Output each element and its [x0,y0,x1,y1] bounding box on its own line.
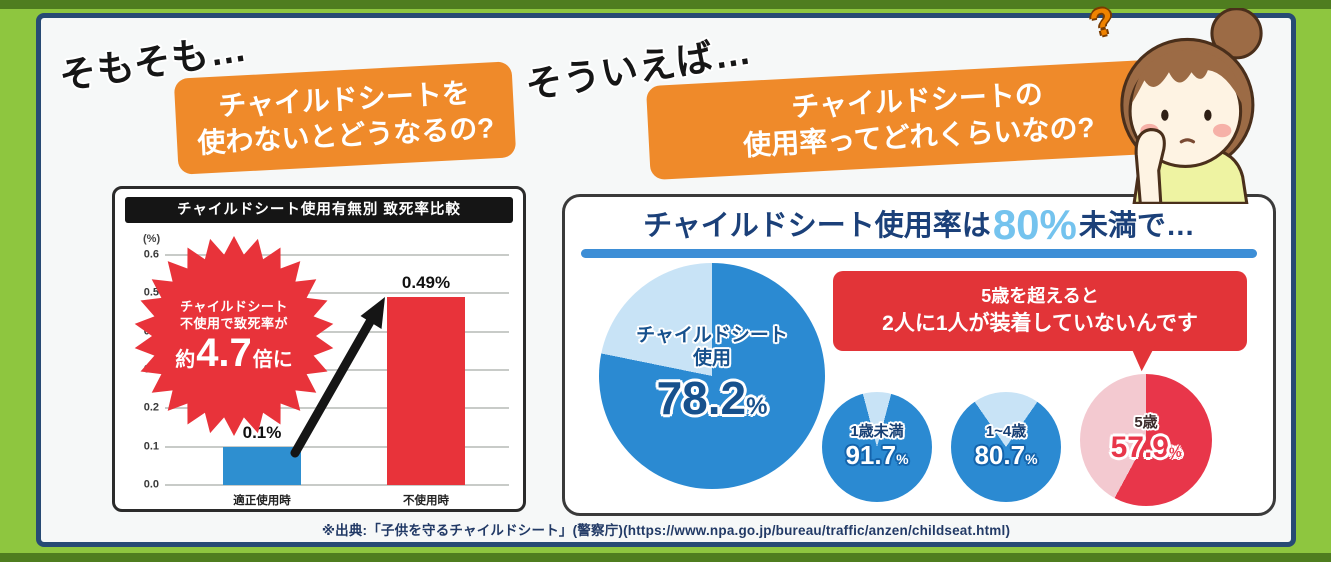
bar-value-label: 0.1% [242,422,282,442]
usage-title-pre: チャイルドシート使用率は [643,210,991,242]
y-tick-label: 0.0 [143,478,159,491]
bar-no-use [387,297,465,485]
small-pie-1to4: 1~4歳 80.7 % [951,392,1061,502]
pie-label: 5歳 [1134,414,1158,432]
pie-value: 80.7 % [974,439,1038,471]
banner-left: チャイルドシートを 使わないとどうなるの? [173,61,517,175]
age-bubble-line2: 2人に1人が装着していないんです [882,311,1198,335]
source-citation: ※出典:「子供を守るチャイルドシート」(警察庁)(https://www.npa… [321,523,1011,538]
main-frame: そもそも… チャイルドシートを 使わないとどうなるの? チャイルドシート使用有無… [36,0,1296,547]
bar-slot-no-use: 0.49% 不使用時 [387,255,465,507]
starburst-shape [134,236,334,436]
usage-title-highlight: 80% [992,201,1077,248]
fatality-chart-panel: チャイルドシート使用有無別 致死率比較 (%) 0.6 0.5 0.4 0.3 … [112,186,526,512]
trend-arrow-icon [290,297,385,458]
bottom-stripe [0,553,1331,562]
small-pie-under1: 1歳未満 91.7 % [822,392,932,502]
starburst-line1: チャイルドシート [180,299,288,315]
gridline [165,254,509,256]
starburst-text: チャイルドシート 不使用で致死率が 約 4.7 倍に [133,235,335,437]
usage-pie-overall: チャイルドシート 使用 78.2 % [599,263,825,489]
starburst-big-number: 4.7 [196,330,252,375]
thinking-woman-illustration [1120,8,1263,204]
gridline [165,292,509,295]
pie-value: 78.2 % [657,375,768,421]
pie-value: 57.9 % [1111,431,1182,466]
starburst-big-suffix: 倍に [252,348,293,371]
starburst-big-prefix: 約 [175,348,196,371]
usage-title-post: 未満で… [1078,210,1195,242]
gridline [165,484,509,486]
small-pie-age5: 5歳 57.9 % [1080,374,1212,506]
y-tick-label: 0.5 [143,286,159,299]
usage-title: チャイルドシート使用率は80%未満で… [565,201,1273,249]
pie-value-number: 57.9 [1110,431,1169,465]
pie-label: 1~4歳 [985,423,1027,441]
small-pie-age5-label: 5歳 57.9 % [1080,374,1212,506]
gridline [165,330,509,333]
pie-value-number: 91.7 [845,439,897,470]
pie-value-unit: % [746,392,768,420]
bar-value-label: 0.49% [401,273,451,293]
bar-proper-use [223,446,301,485]
age-bubble: 5歳を超えると 2人に1人が装着していないんです [833,271,1247,351]
y-axis-unit: (%) [143,233,161,245]
gridline [165,445,509,448]
starburst-line3: 約 4.7 倍に [175,330,293,375]
pie-value: 91.7 % [845,439,909,471]
title-underline [581,249,1257,258]
y-tick-label: 0.2 [143,401,159,414]
small-pie-under1-label: 1歳未満 91.7 % [822,392,932,502]
top-stripe [0,0,1331,9]
y-tick-label: 0.1 [143,440,159,453]
pie-value-number: 78.2 [656,371,747,424]
usage-pie-overall-label: チャイルドシート 使用 78.2 % [599,263,825,489]
x-category-label: 適正使用時 [233,495,291,507]
pie-label-line1: チャイルドシート [636,325,788,346]
gridline [165,407,509,410]
x-category-label: 不使用時 [403,495,449,507]
bar-slot-proper-use: 0.1% 適正使用時 [223,255,301,507]
multiplier-starburst: チャイルドシート 不使用で致死率が 約 4.7 倍に [133,235,335,437]
small-pie-1to4-label: 1~4歳 80.7 % [951,392,1061,502]
usage-panel: チャイルドシート使用率は80%未満で… チャイルドシート 使用 78.2 % 5… [562,194,1276,516]
pie-label-line2: 使用 [692,347,731,369]
pie-value-unit: % [896,450,909,467]
starburst-line2: 不使用で致死率が [179,316,288,331]
gridline [165,369,509,371]
pie-value-unit: % [1168,444,1182,461]
pie-value-unit: % [1025,450,1038,467]
fatality-chart-title: チャイルドシート使用有無別 致死率比較 [125,197,513,223]
y-tick-label: 0.6 [143,248,159,261]
age-bubble-line1: 5歳を超えると [981,285,1099,306]
pie-value-number: 80.7 [974,439,1026,470]
pie-label: 1歳未満 [850,423,904,441]
